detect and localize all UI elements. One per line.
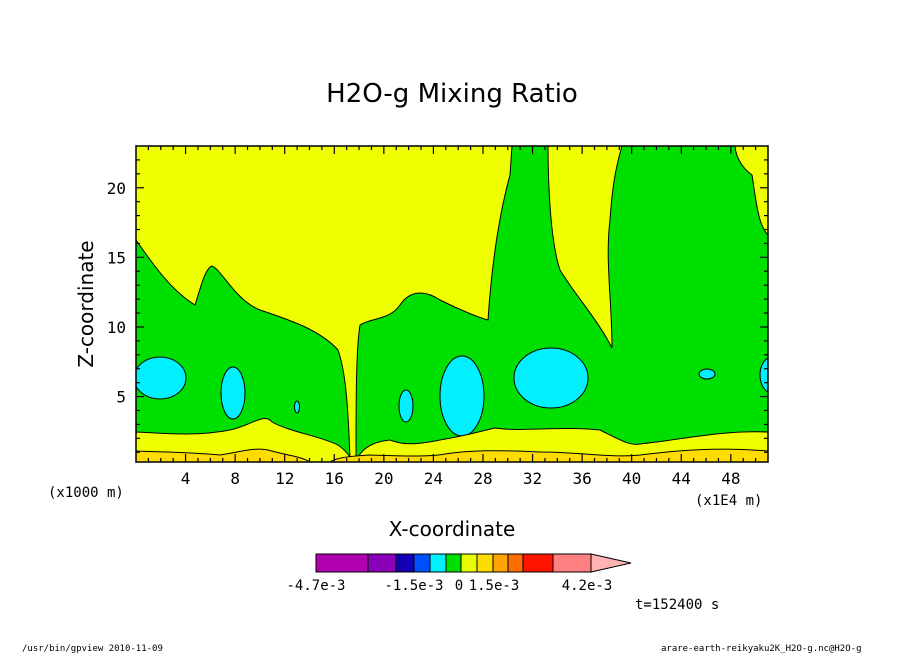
y-axis-label: Z-coordinate — [74, 240, 98, 367]
colorbar-swatch — [552, 553, 592, 573]
colorbar-label: 1.5e-3 — [469, 578, 520, 594]
x-tick-label: 28 — [473, 469, 492, 488]
colorbar-label: 4.2e-3 — [562, 578, 613, 594]
chart-title: H2O-g Mixing Ratio — [326, 79, 578, 109]
y-tick-label: 10 — [107, 318, 126, 337]
x-axis-label: X-coordinate — [389, 517, 516, 541]
field-cell — [294, 400, 300, 414]
colorbar-label: -4.7e-3 — [286, 578, 345, 594]
x-tick-label: 8 — [230, 469, 240, 488]
time-annotation: t=152400 s — [635, 597, 719, 613]
y-unit-label: (x1000 m) — [48, 485, 124, 501]
x-tick-label: 44 — [672, 469, 691, 488]
x-tick-label: 24 — [424, 469, 443, 488]
colorbar-label: -1.5e-3 — [384, 578, 443, 594]
colorbar-swatch — [413, 553, 431, 573]
y-tick-label: 15 — [107, 248, 126, 267]
field-cell — [698, 368, 716, 380]
x-tick-label: 48 — [721, 469, 740, 488]
colorbar-swatch — [522, 553, 554, 573]
field-surface — [136, 448, 768, 462]
y-tick-label: 5 — [116, 388, 126, 407]
colorbar: -4.7e-3 -1.5e-3 0 1.5e-3 4.2e-3 — [286, 553, 632, 594]
colorbar-swatch — [395, 553, 415, 573]
field-cell — [759, 357, 768, 393]
x-tick-label: 20 — [374, 469, 393, 488]
colorbar-swatch — [507, 553, 524, 573]
plot-frame — [135, 145, 769, 463]
field-cell — [220, 366, 246, 420]
footer-left: /usr/bin/gpview 2010-11-09 — [22, 644, 163, 654]
field-cell — [136, 356, 187, 400]
footer-right: arare-earth-reikyaku2K_H2O-g.nc@H2O-g — [661, 644, 861, 654]
colorbar-swatch — [429, 553, 447, 573]
field-mid-level — [136, 146, 768, 462]
x-unit-label: (x1E4 m) — [695, 493, 762, 509]
colorbar-swatch — [367, 553, 397, 573]
colorbar-swatch — [315, 553, 369, 573]
x-tick-label: 16 — [325, 469, 344, 488]
colorbar-swatch — [476, 553, 494, 573]
y-tick-label: 20 — [107, 179, 126, 198]
colorbar-label: 0 — [455, 578, 463, 594]
colorbar-swatch — [460, 553, 478, 573]
colorbar-swatch — [492, 553, 509, 573]
colorbar-swatch — [445, 553, 462, 573]
x-tick-label: 40 — [622, 469, 641, 488]
field-cell — [439, 355, 485, 437]
x-tick-label: 4 — [181, 469, 191, 488]
field-cell — [513, 347, 589, 409]
x-tick-label: 36 — [572, 469, 591, 488]
field-cell — [398, 389, 414, 423]
colorbar-extension — [590, 553, 632, 573]
field-lower-band — [136, 417, 768, 462]
x-tick-label: 32 — [523, 469, 542, 488]
x-tick-label: 12 — [275, 469, 294, 488]
